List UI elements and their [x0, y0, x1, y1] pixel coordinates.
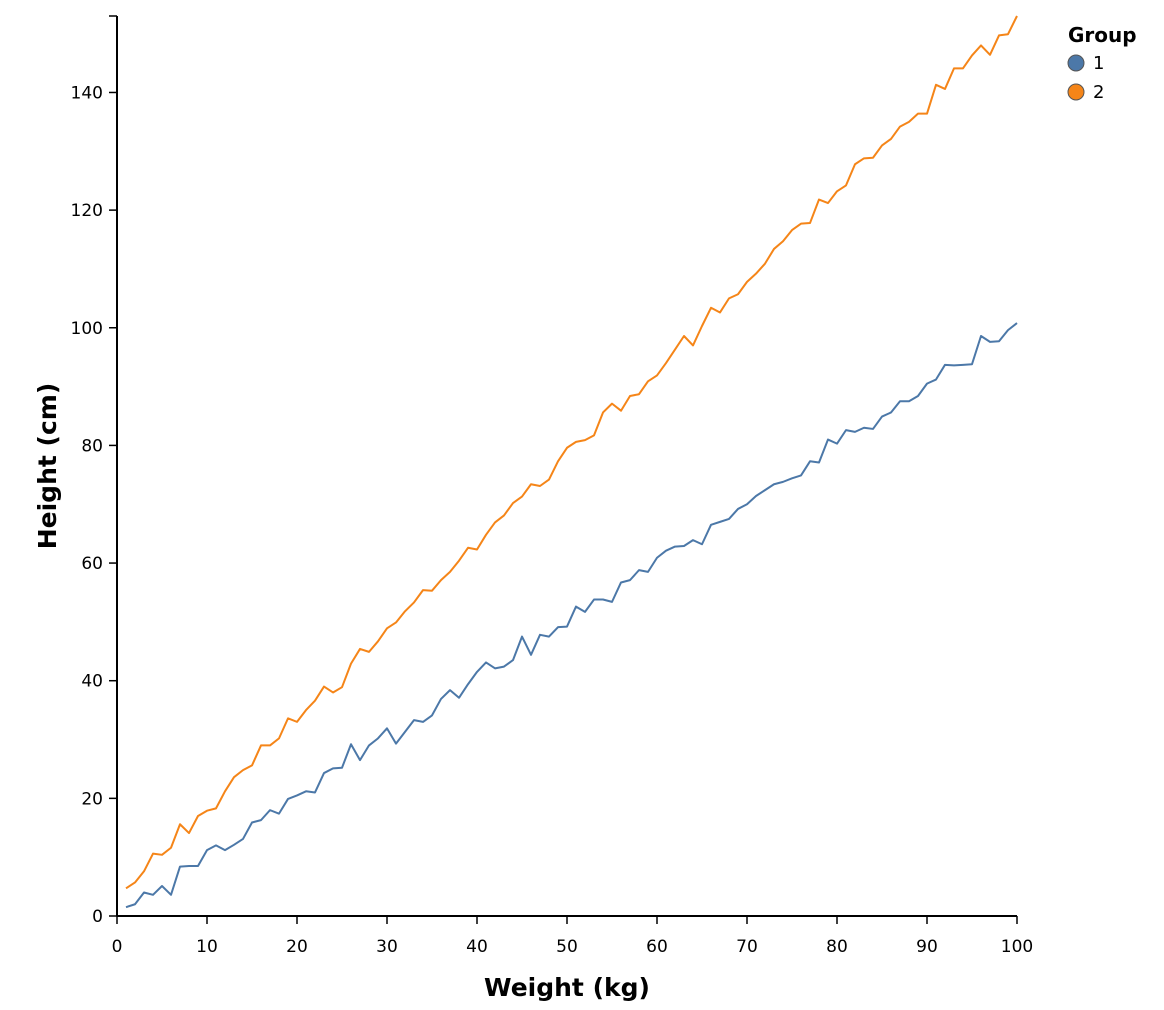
y-tick-label: 100	[71, 319, 103, 339]
x-tick-label: 0	[112, 937, 123, 957]
x-tick-label: 80	[826, 937, 848, 957]
y-tick-label: 120	[71, 201, 103, 221]
y-axis: 0 20 40 60 80 100 120 140	[71, 15, 118, 927]
x-tick-label: 40	[466, 937, 488, 957]
series-line-2	[125, 15, 1018, 890]
y-tick-label: 40	[81, 672, 103, 692]
plot-lines	[125, 15, 1018, 909]
x-tick-label: 60	[646, 937, 668, 957]
x-tick-label: 50	[556, 937, 578, 957]
x-tick-label: 100	[1001, 937, 1033, 957]
x-tick-label: 20	[286, 937, 308, 957]
x-tick-label: 30	[376, 937, 398, 957]
legend-label-1: 1	[1093, 53, 1104, 74]
y-tick-label: 140	[71, 83, 103, 103]
x-tick-label: 10	[196, 937, 218, 957]
legend-swatch-2	[1067, 83, 1085, 101]
legend: Group 1 2	[1067, 23, 1137, 103]
y-tick-label: 20	[81, 789, 103, 809]
legend-label-2: 2	[1093, 82, 1104, 103]
x-tick-label: 70	[736, 937, 758, 957]
legend-swatch-1	[1067, 54, 1085, 72]
x-axis-title: Weight (kg)	[484, 973, 650, 1002]
x-axis: 0 10 20 30 40 50 60 70 80 90 100	[112, 915, 1033, 957]
legend-title: Group	[1068, 23, 1137, 47]
x-tick-label: 90	[916, 937, 938, 957]
y-tick-label: 60	[81, 554, 103, 574]
y-tick-label: 0	[92, 907, 103, 927]
y-axis-title: Height (cm)	[33, 383, 62, 550]
y-tick-label: 80	[81, 436, 103, 456]
series-line-1	[125, 322, 1018, 909]
